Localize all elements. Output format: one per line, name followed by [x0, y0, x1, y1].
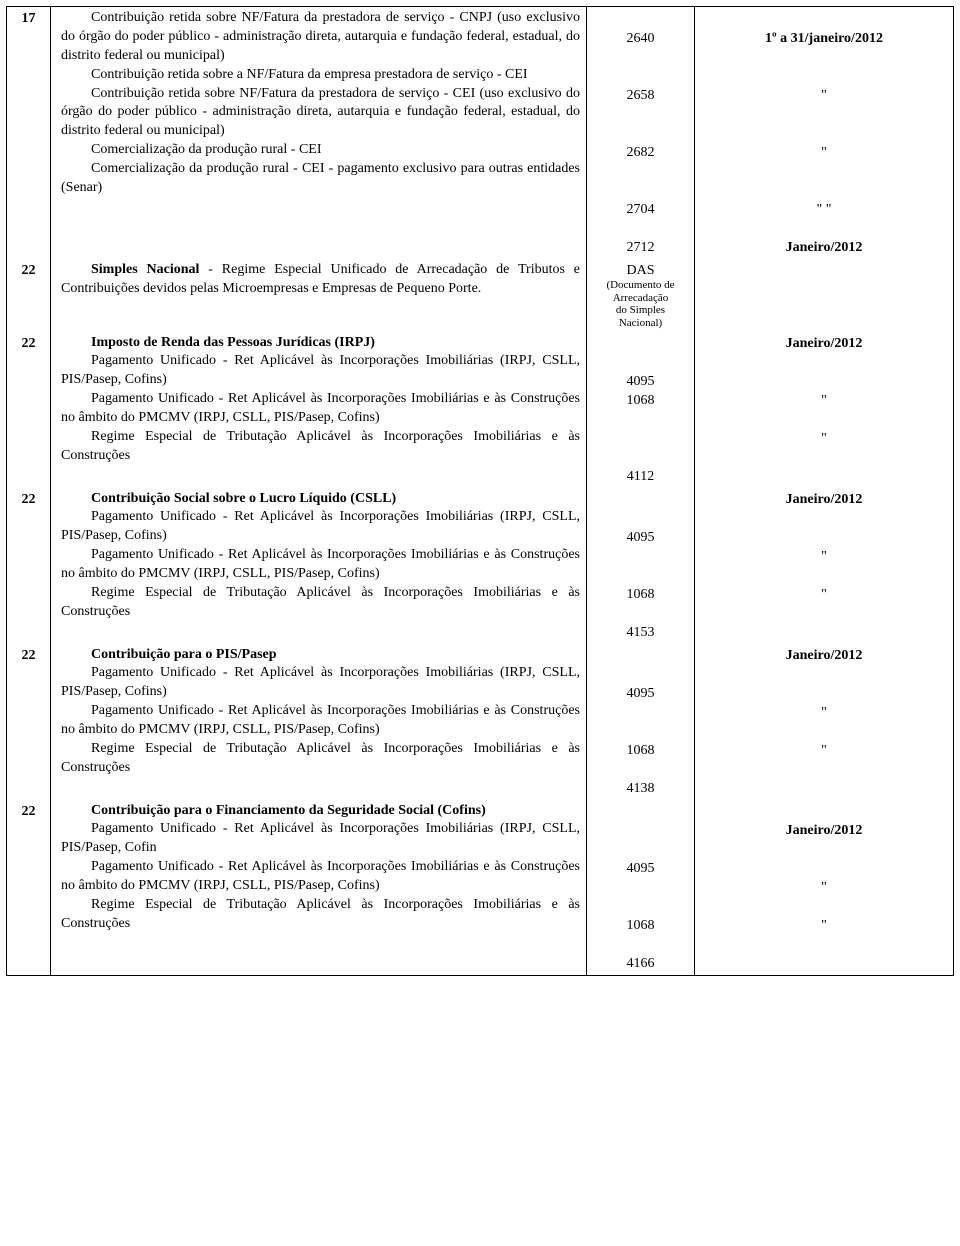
desc-line: Simples Nacional - Regime Especial Unifi…: [61, 261, 580, 299]
day-cell: 22: [7, 259, 51, 332]
cell-value: ": [697, 703, 951, 722]
das-label: Arrecadação: [589, 292, 692, 305]
tax-schedule-table: 17Contribuição retida sobre NF/Fatura da…: [6, 6, 954, 976]
desc-line: Contribuição Social sobre o Lucro Líquid…: [61, 490, 580, 509]
desc-line: Contribuição para o PIS/Pasep: [61, 646, 580, 665]
desc-line: Pagamento Unificado - Ret Aplicável às I…: [61, 390, 580, 428]
table-row: 22 Simples Nacional - Regime Especial Uni…: [7, 259, 953, 332]
table-row: 17Contribuição retida sobre NF/Fatura da…: [7, 7, 953, 259]
table-row: 22 Contribuição Social sobre o Lucro Líqu…: [7, 488, 953, 644]
cell-value: 4166: [589, 954, 692, 973]
desc-line: Contribuição para o Financiamento da Seg…: [61, 802, 580, 821]
period-cell: [695, 259, 953, 332]
period-cell: Janeiro/2012 " ": [695, 332, 953, 488]
cell-value: Janeiro/2012: [697, 238, 951, 257]
table-row: 22 Contribuição para o Financiamento da S…: [7, 800, 953, 975]
cell-value: " ": [697, 200, 951, 219]
cell-value: 2712: [589, 238, 692, 257]
cell-value: ": [697, 143, 951, 162]
description-cell: Contribuição Social sobre o Lucro Líquid…: [51, 488, 587, 644]
desc-line: Comercialização da produção rural - CEI …: [61, 160, 580, 198]
day-cell: 22: [7, 332, 51, 488]
desc-line: Regime Especial de Tributação Aplicável …: [61, 740, 580, 778]
cell-value: Janeiro/2012: [697, 490, 951, 509]
cell-value: ": [697, 86, 951, 105]
cell-value: 1068: [589, 741, 692, 760]
period-cell: Janeiro/2012 " ": [695, 488, 953, 644]
das-label: Nacional): [589, 317, 692, 330]
desc-line: Regime Especial de Tributação Aplicável …: [61, 896, 580, 934]
desc-line: Pagamento Unificado - Ret Aplicável às I…: [61, 702, 580, 740]
cell-value: 1068: [589, 585, 692, 604]
cell-value: Janeiro/2012: [697, 821, 951, 840]
desc-line: Pagamento Unificado - Ret Aplicável às I…: [61, 352, 580, 390]
code-cell: DAS(Documento deArrecadaçãodo SimplesNac…: [587, 259, 695, 332]
description-cell: Simples Nacional - Regime Especial Unifi…: [51, 259, 587, 332]
das-label: DAS: [589, 263, 692, 279]
code-cell: 4095 1068 4166: [587, 800, 695, 975]
code-cell: 2640 2658 2682 2704 2712: [587, 7, 695, 259]
desc-line: Regime Especial de Tributação Aplicável …: [61, 584, 580, 622]
cell-value: ": [697, 741, 951, 760]
cell-value: ": [697, 429, 951, 448]
cell-value: 4095: [589, 859, 692, 878]
desc-line: Pagamento Unificado - Ret Aplicável às I…: [61, 664, 580, 702]
cell-value: Janeiro/2012: [697, 646, 951, 665]
desc-line: Contribuição retida sobre NF/Fatura da p…: [61, 85, 580, 142]
desc-line: Pagamento Unificado - Ret Aplicável às I…: [61, 820, 580, 858]
period-cell: 1º a 31/janeiro/2012 " " " " Janeiro/2012: [695, 7, 953, 259]
code-cell: 4095 1068 4138: [587, 644, 695, 800]
cell-value: ": [697, 878, 951, 897]
desc-line: Pagamento Unificado - Ret Aplicável às I…: [61, 858, 580, 896]
code-cell: 40951068 4112: [587, 332, 695, 488]
day-cell: 22: [7, 644, 51, 800]
desc-line: Pagamento Unificado - Ret Aplicável às I…: [61, 546, 580, 584]
table-row: 22Contribuição para o PIS/PasepPagamento…: [7, 644, 953, 800]
cell-value: 4138: [589, 779, 692, 798]
description-cell: Imposto de Renda das Pessoas Jurídicas (…: [51, 332, 587, 488]
cell-value: 4095: [589, 684, 692, 703]
cell-value: ": [697, 391, 951, 410]
table-row: 22 Imposto de Renda das Pessoas Jurídicas…: [7, 332, 953, 488]
cell-value: 1068: [589, 391, 692, 410]
period-cell: Janeiro/2012 " ": [695, 644, 953, 800]
day-cell: 22: [7, 800, 51, 975]
description-cell: Contribuição para o PIS/PasepPagamento U…: [51, 644, 587, 800]
cell-value: ": [697, 547, 951, 566]
desc-line: Regime Especial de Tributação Aplicável …: [61, 428, 580, 466]
cell-value: 4112: [589, 467, 692, 486]
cell-value: 4095: [589, 528, 692, 547]
cell-value: ": [697, 916, 951, 935]
desc-line: Contribuição retida sobre a NF/Fatura da…: [61, 66, 580, 85]
day-cell: 22: [7, 488, 51, 644]
period-cell: Janeiro/2012 " ": [695, 800, 953, 975]
description-cell: Contribuição para o Financiamento da Seg…: [51, 800, 587, 975]
cell-value: 2704: [589, 200, 692, 219]
desc-line: Imposto de Renda das Pessoas Jurídicas (…: [61, 334, 580, 353]
cell-value: 1º a 31/janeiro/2012: [697, 29, 951, 48]
cell-value: 2682: [589, 143, 692, 162]
description-cell: Contribuição retida sobre NF/Fatura da p…: [51, 7, 587, 259]
day-cell: 17: [7, 7, 51, 259]
das-label: (Documento de: [589, 279, 692, 292]
cell-value: 1068: [589, 916, 692, 935]
desc-line: Comercialização da produção rural - CEI: [61, 141, 580, 160]
cell-value: Janeiro/2012: [697, 334, 951, 353]
cell-value: 4095: [589, 372, 692, 391]
cell-value: 2658: [589, 86, 692, 105]
das-label: do Simples: [589, 304, 692, 317]
cell-value: 2640: [589, 29, 692, 48]
cell-value: 4153: [589, 623, 692, 642]
desc-line: Contribuição retida sobre NF/Fatura da p…: [61, 9, 580, 66]
code-cell: 4095 1068 4153: [587, 488, 695, 644]
desc-line: Pagamento Unificado - Ret Aplicável às I…: [61, 508, 580, 546]
cell-value: ": [697, 585, 951, 604]
